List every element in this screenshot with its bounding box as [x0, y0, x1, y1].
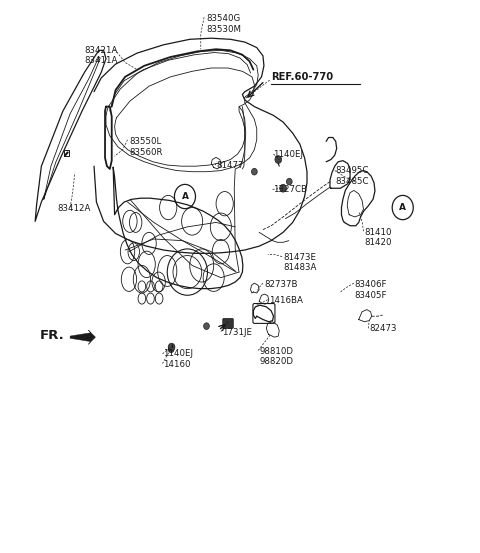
Text: 1327CB: 1327CB — [274, 185, 308, 195]
FancyBboxPatch shape — [223, 319, 233, 328]
Text: 82473: 82473 — [369, 325, 397, 333]
Text: 83412A: 83412A — [57, 204, 91, 213]
Circle shape — [287, 178, 292, 185]
Text: 1416BA: 1416BA — [269, 296, 302, 305]
Text: 98810D
98820D: 98810D 98820D — [259, 347, 293, 366]
Circle shape — [204, 323, 209, 330]
Text: 81410
81420: 81410 81420 — [364, 228, 392, 247]
Circle shape — [275, 156, 282, 164]
Text: 14160: 14160 — [163, 361, 191, 369]
Text: 82737B: 82737B — [264, 280, 298, 289]
Text: 83421A
83411A: 83421A 83411A — [84, 46, 118, 65]
Circle shape — [252, 168, 257, 175]
Text: 1140EJ: 1140EJ — [274, 150, 303, 159]
Text: 83550L
83560R: 83550L 83560R — [129, 138, 162, 157]
Text: REF.60-770: REF.60-770 — [271, 72, 333, 82]
Text: 83540G
83530M: 83540G 83530M — [206, 14, 241, 34]
Polygon shape — [70, 330, 96, 345]
Text: FR.: FR. — [40, 329, 65, 342]
Text: A: A — [181, 192, 189, 201]
Circle shape — [168, 343, 175, 351]
Text: 83406F
83405F: 83406F 83405F — [355, 280, 387, 300]
Circle shape — [168, 346, 174, 353]
Circle shape — [280, 184, 287, 192]
Text: 1731JE: 1731JE — [222, 328, 252, 337]
Text: A: A — [399, 203, 406, 212]
Text: 83495C
83485C: 83495C 83485C — [336, 166, 369, 186]
Text: 81477: 81477 — [216, 161, 243, 170]
Text: 1140EJ: 1140EJ — [163, 349, 193, 358]
Text: 81473E
81483A: 81473E 81483A — [283, 253, 316, 272]
